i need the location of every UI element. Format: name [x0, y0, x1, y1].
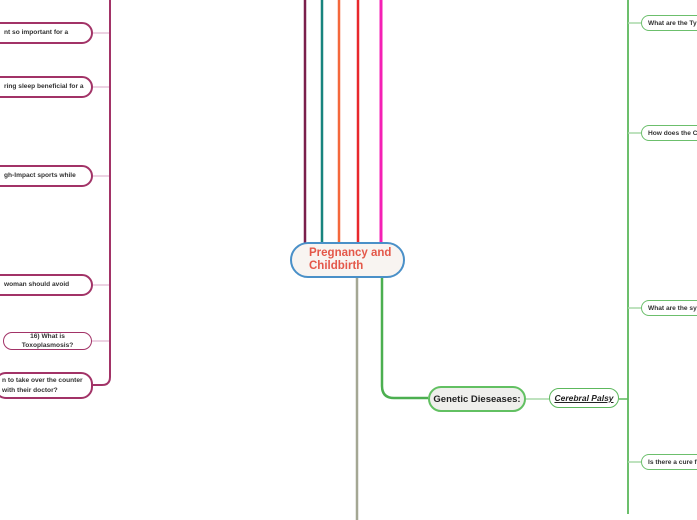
- left-question-node-3[interactable]: gh-Impact sports while: [0, 165, 93, 187]
- right-question-label-4: Is there a cure fo: [648, 458, 697, 466]
- left-question-label-4: woman should avoid: [4, 281, 70, 289]
- left-question-node-2[interactable]: ring sleep beneficial for a: [0, 76, 93, 98]
- central-topic-label: Pregnancy and Childbirth: [309, 247, 392, 272]
- genetic-diseases-node[interactable]: Genetic Dieseases:: [428, 386, 526, 412]
- left-branch-lines: [92, 0, 111, 386]
- genetic-branch-lines: [526, 0, 641, 514]
- left-question-label-5: 16) What is Toxoplasmosis?: [21, 332, 74, 349]
- right-question-label-1: What are the Typ: [648, 19, 697, 27]
- right-question-label-3: What are the sym: [648, 304, 697, 312]
- central-lower-branch-lines: [355, 276, 428, 520]
- left-question-label-6: n to take over the counter with their do…: [2, 377, 83, 394]
- right-question-node-2[interactable]: How does the Chi: [641, 125, 697, 141]
- left-question-label-1: nt so important for a: [4, 29, 69, 37]
- central-upper-branch-lines: [303, 0, 383, 244]
- left-question-node-4[interactable]: woman should avoid: [0, 274, 93, 296]
- right-question-node-4[interactable]: Is there a cure fo: [641, 454, 697, 470]
- central-topic-node[interactable]: Pregnancy and Childbirth: [290, 242, 405, 278]
- left-question-label-3: gh-Impact sports while: [4, 172, 76, 180]
- left-question-label-2: ring sleep beneficial for a: [4, 83, 84, 91]
- cerebral-palsy-node[interactable]: Cerebral Palsy: [549, 388, 619, 408]
- right-question-label-2: How does the Chi: [648, 129, 697, 137]
- right-question-node-1[interactable]: What are the Typ: [641, 15, 697, 31]
- left-question-node-6[interactable]: n to take over the counter with their do…: [0, 372, 93, 399]
- right-question-node-3[interactable]: What are the sym: [641, 300, 697, 316]
- genetic-diseases-label: Genetic Dieseases:: [433, 393, 521, 405]
- left-question-node-1[interactable]: nt so important for a: [0, 22, 93, 44]
- cerebral-palsy-label: Cerebral Palsy: [554, 393, 614, 403]
- left-question-node-toxoplasmosis[interactable]: 16) What is Toxoplasmosis?: [3, 332, 92, 350]
